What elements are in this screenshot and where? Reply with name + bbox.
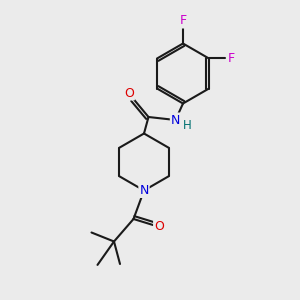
Text: O: O — [154, 220, 164, 233]
Text: H: H — [182, 119, 191, 132]
Text: O: O — [124, 86, 134, 100]
Text: N: N — [139, 184, 149, 197]
Text: F: F — [228, 52, 235, 65]
Text: F: F — [179, 14, 187, 28]
Text: N: N — [171, 113, 180, 127]
